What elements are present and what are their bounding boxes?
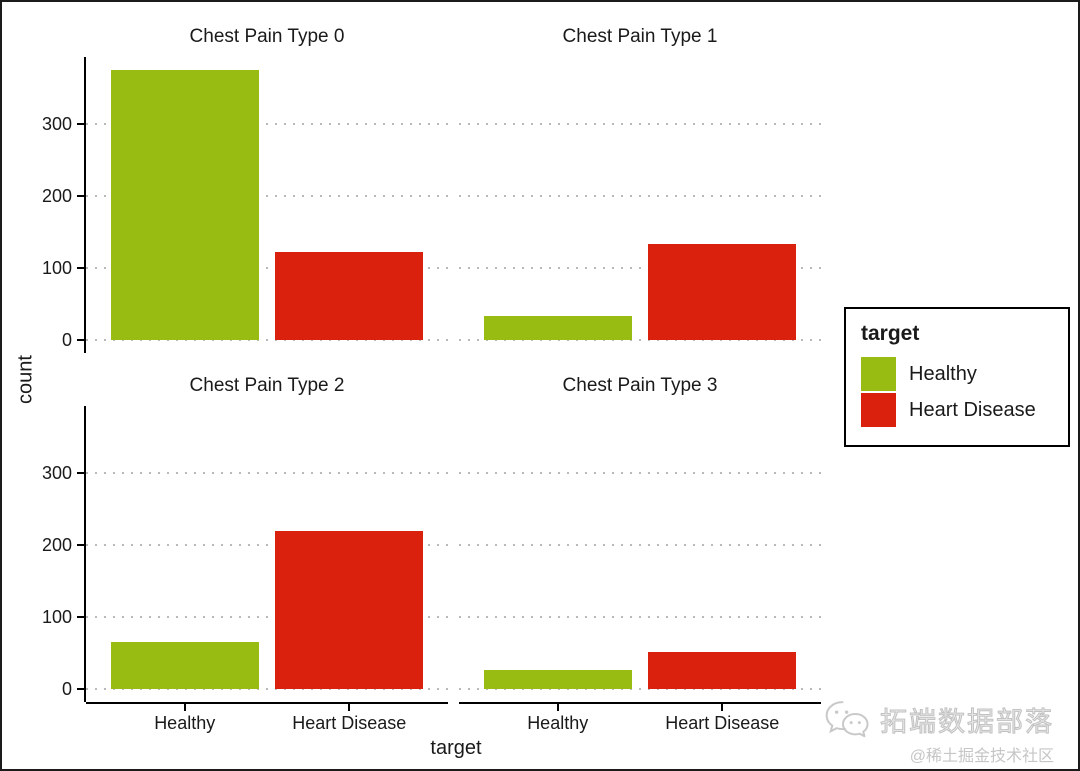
x-tick-healthy bbox=[183, 704, 186, 711]
legend: target Healthy Heart Disease bbox=[844, 307, 1070, 447]
x-tick-label-healthy: Healthy bbox=[154, 713, 216, 733]
x-tick-heart-disease bbox=[348, 704, 351, 711]
gridline-300 bbox=[86, 472, 448, 474]
gridline-100 bbox=[86, 616, 448, 618]
y-tick-200 bbox=[77, 195, 84, 197]
y-tick-label-100: 100 bbox=[41, 607, 72, 627]
y-tick-label-200: 200 bbox=[41, 535, 72, 555]
x-tick-label-heart-disease: Heart Disease bbox=[665, 713, 780, 733]
gridline-200 bbox=[86, 195, 448, 197]
x-axis-line bbox=[86, 702, 448, 704]
y-axis-line bbox=[84, 406, 86, 702]
gridline-200 bbox=[459, 544, 821, 546]
y-tick-label-200: 200 bbox=[41, 186, 72, 206]
y-tick-label-100: 100 bbox=[41, 258, 72, 278]
gridline-0 bbox=[459, 339, 821, 341]
gridline-0 bbox=[86, 339, 448, 341]
gridline-200 bbox=[86, 544, 448, 546]
x-axis-title: target bbox=[430, 737, 482, 759]
watermark-brand-text: 拓端数据部落 bbox=[880, 706, 1054, 737]
y-tick-200 bbox=[77, 544, 84, 546]
legend-label-heart-disease: Heart Disease bbox=[909, 398, 1036, 421]
gridline-100 bbox=[86, 267, 448, 269]
legend-entry-healthy: Healthy bbox=[861, 357, 1053, 391]
legend-swatch-heart-disease bbox=[861, 393, 896, 427]
legend-label-healthy: Healthy bbox=[909, 362, 977, 385]
gridline-100 bbox=[459, 616, 821, 618]
watermark-community-text: @稀土掘金技术社区 bbox=[909, 748, 1054, 765]
y-tick-label-0: 0 bbox=[61, 679, 72, 699]
legend-title: target bbox=[861, 322, 920, 345]
gridline-300 bbox=[86, 123, 448, 125]
y-tick-300 bbox=[77, 123, 84, 125]
bar-healthy bbox=[484, 316, 632, 340]
bar-healthy bbox=[111, 642, 259, 689]
gridline-300 bbox=[459, 123, 821, 125]
gridline-0 bbox=[86, 688, 448, 690]
facet-title-1: Chest Pain Type 1 bbox=[562, 26, 718, 47]
bar-healthy bbox=[484, 670, 632, 689]
facet-title-2: Chest Pain Type 2 bbox=[189, 375, 345, 396]
gridline-300 bbox=[459, 472, 821, 474]
x-axis-line bbox=[459, 702, 821, 704]
y-tick-0 bbox=[77, 688, 84, 690]
bar-heart-disease bbox=[275, 531, 423, 689]
watermark-brand-line: 拓端数据部落 bbox=[824, 699, 1054, 739]
gridline-200 bbox=[459, 195, 821, 197]
bar-heart-disease bbox=[648, 652, 796, 689]
y-tick-100 bbox=[77, 267, 84, 269]
x-tick-label-healthy: Healthy bbox=[527, 713, 589, 733]
facet-title-3: Chest Pain Type 3 bbox=[562, 375, 718, 396]
legend-entry-heart-disease: Heart Disease bbox=[861, 393, 1053, 427]
x-tick-healthy bbox=[556, 704, 559, 711]
watermark: 拓端数据部落 @稀土掘金技术社区 bbox=[824, 699, 1054, 766]
legend-swatch-healthy bbox=[861, 357, 896, 391]
x-tick-heart-disease bbox=[721, 704, 724, 711]
y-tick-label-300: 300 bbox=[41, 463, 72, 483]
facet-title-0: Chest Pain Type 0 bbox=[189, 26, 345, 47]
wechat-icon bbox=[824, 699, 872, 739]
y-tick-300 bbox=[77, 472, 84, 474]
y-tick-label-300: 300 bbox=[41, 114, 72, 134]
gridline-100 bbox=[459, 267, 821, 269]
bar-heart-disease bbox=[275, 252, 423, 340]
bar-heart-disease bbox=[648, 244, 796, 340]
y-tick-label-0: 0 bbox=[61, 330, 72, 350]
x-tick-label-heart-disease: Heart Disease bbox=[292, 713, 407, 733]
bar-healthy bbox=[111, 70, 259, 340]
gridline-0 bbox=[459, 688, 821, 690]
y-tick-0 bbox=[77, 339, 84, 341]
y-axis-title: count bbox=[14, 355, 37, 404]
y-tick-100 bbox=[77, 616, 84, 618]
y-axis-line bbox=[84, 57, 86, 353]
